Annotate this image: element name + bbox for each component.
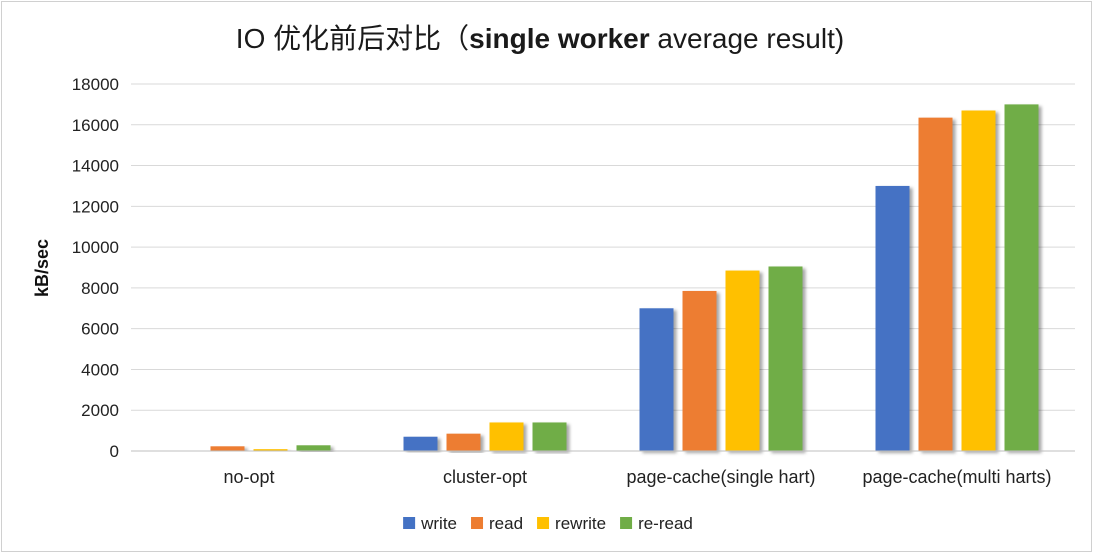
y-tick-label: 10000: [72, 238, 119, 257]
legend-swatch-write: [403, 517, 416, 529]
legend-label-rewrite: rewrite: [555, 514, 606, 533]
y-tick-label: 16000: [72, 116, 119, 135]
x-category-label: page-cache(multi harts): [862, 467, 1051, 487]
chart-title-suffix: average result): [650, 23, 845, 54]
y-tick-label: 4000: [81, 360, 119, 379]
bar-re-read-3: [1004, 104, 1039, 451]
bar-read-2: [682, 290, 717, 451]
y-tick-label: 8000: [81, 279, 119, 298]
bar-read-0: [210, 446, 245, 451]
x-category-label: page-cache(single hart): [626, 467, 815, 487]
bar-read-1: [446, 433, 481, 451]
bar-write-2: [639, 308, 674, 451]
y-tick-label: 14000: [72, 157, 119, 176]
bar-rewrite-1: [489, 422, 524, 451]
gridlines: [131, 83, 1075, 411]
legend-label-re-read: re-read: [638, 514, 693, 533]
legend-label-write: write: [420, 514, 457, 533]
x-category-label: cluster-opt: [443, 467, 527, 487]
bar-rewrite-3: [961, 110, 996, 451]
bar-write-1: [403, 436, 438, 451]
y-tick-label: 6000: [81, 320, 119, 339]
y-tick-label: 2000: [81, 401, 119, 420]
chart-title-bold: single worker: [469, 23, 650, 54]
chart-title: IO 优化前后对比（single worker average result): [236, 23, 844, 54]
y-tick-label: 18000: [72, 75, 119, 94]
bar-rewrite-0: [253, 449, 288, 451]
y-axis-title: kB/sec: [32, 239, 52, 297]
bars: [210, 104, 1039, 452]
bar-rewrite-2: [725, 270, 760, 451]
bar-write-3: [875, 185, 910, 451]
bar-re-read-2: [768, 266, 803, 451]
legend: write read rewrite re-read: [403, 514, 693, 533]
legend-swatch-re-read: [620, 517, 633, 529]
legend-swatch-rewrite: [537, 517, 550, 529]
chart-title-prefix: IO 优化前后对比（: [236, 23, 469, 54]
bar-re-read-0: [296, 445, 331, 451]
legend-swatch-read: [471, 517, 484, 529]
y-tick-label: 0: [110, 442, 119, 461]
bar-re-read-1: [532, 422, 567, 451]
x-category-label: no-opt: [223, 467, 274, 487]
legend-label-read: read: [489, 514, 523, 533]
x-axis-categories: no-opt cluster-opt page-cache(single hart)…: [223, 467, 1051, 487]
y-tick-label: 12000: [72, 197, 119, 216]
y-axis-ticks: 0 2000 4000 6000 8000 10000 12000 14000 16000 180…: [72, 75, 119, 461]
bar-read-3: [918, 117, 953, 452]
